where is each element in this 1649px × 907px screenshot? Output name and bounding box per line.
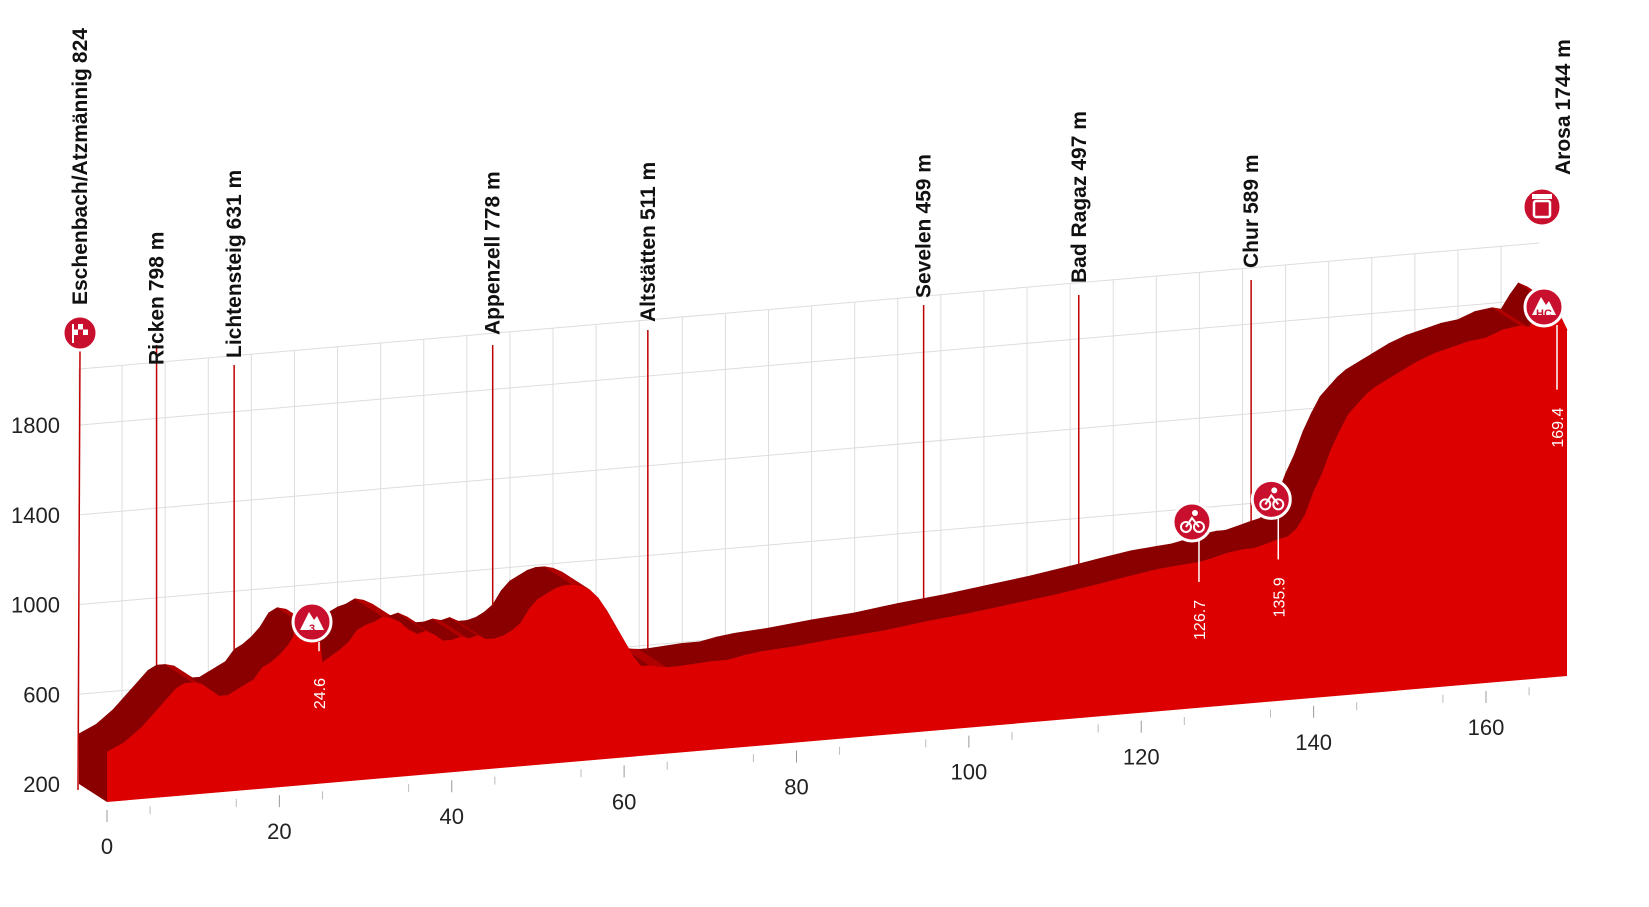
sprint-cyclist-icon <box>1250 478 1292 520</box>
place-label: Ricken 798 m <box>146 232 169 365</box>
x-tick-label: 80 <box>784 774 808 799</box>
marker-km-label: 126.7 <box>1192 600 1209 640</box>
place-name: Altstätten <box>637 225 660 322</box>
x-tick-label: 100 <box>951 760 988 785</box>
elevation-profile <box>78 282 1568 802</box>
axes: 200 600 1000 1400 1800 0 20 40 60 80 100 120 140 160 <box>11 413 1530 859</box>
place-label: Sevelen 459 m <box>913 154 936 298</box>
place-appenzell: Appenzell 778 m <box>482 171 505 605</box>
mountain-category-icon: HC <box>1523 286 1565 328</box>
place-bad-ragaz: Bad Ragaz 497 m <box>1068 111 1091 564</box>
place-name: Chur <box>1240 219 1263 268</box>
y-tick-label: 1000 <box>11 593 60 618</box>
place-name: Eschenbach/Atzmännig <box>69 68 92 305</box>
place-name: Lichtensteig <box>223 234 246 358</box>
place-chur: Chur 589 m <box>1240 154 1263 522</box>
place-name: Bad Ragaz <box>1068 176 1091 283</box>
y-tick-label: 600 <box>23 682 60 707</box>
place-labels: Eschenbach/Atzmännig 824 Ricken 798 m Lichte… <box>69 28 1575 791</box>
place-elevation: 778 m <box>482 171 505 231</box>
sprint-cyclist-icon <box>1171 501 1213 543</box>
place-elevation: 589 m <box>1240 154 1263 214</box>
grid-line-horizontal <box>78 298 1540 426</box>
place-altst-tten: Altstätten 511 m <box>637 162 660 649</box>
place-label: Arosa 1744 m <box>1552 39 1575 175</box>
place-label: Bad Ragaz 497 m <box>1068 111 1091 283</box>
x-tick-label: 60 <box>612 789 636 814</box>
markers: 3 24.6 126.7 135.9 HC 169.4 <box>61 186 1567 709</box>
y-tick-label: 1800 <box>11 413 60 438</box>
place-elevation: 497 m <box>1068 111 1091 171</box>
place-lichtensteig: Lichtensteig 631 m <box>223 170 246 650</box>
place-name: Ricken <box>146 296 169 365</box>
place-name: Arosa <box>1552 115 1575 175</box>
place-elevation: 511 m <box>637 162 660 220</box>
place-elevation: 1744 m <box>1552 39 1575 110</box>
place-label: Chur 589 m <box>1240 154 1263 268</box>
marker-km-label: 169.4 <box>1550 408 1567 448</box>
place-elevation: 459 m <box>913 154 936 214</box>
place-arosa: Arosa 1744 m <box>1552 39 1575 175</box>
start-flag-icon <box>61 314 99 352</box>
place-elevation: 824 <box>69 28 92 63</box>
place-name: Appenzell <box>482 236 505 335</box>
x-tick-label: 20 <box>267 819 291 844</box>
place-label: Appenzell 778 m <box>482 171 505 335</box>
x-tick-label: 0 <box>101 834 113 859</box>
place-sevelen: Sevelen 459 m <box>913 154 936 599</box>
y-tick-label: 1400 <box>11 503 60 528</box>
place-elevation: 798 m <box>146 232 169 292</box>
y-tick-label: 200 <box>23 772 60 797</box>
place-ricken: Ricken 798 m <box>146 232 169 666</box>
place-stem <box>77 349 81 791</box>
place-label: Altstätten 511 m <box>637 162 660 322</box>
place-name: Sevelen <box>913 219 936 298</box>
x-tick-label: 120 <box>1123 745 1160 770</box>
place-label: Eschenbach/Atzmännig 824 <box>69 28 92 305</box>
profile-front-face <box>107 300 1567 802</box>
x-tick-label: 40 <box>440 804 464 829</box>
mountain-category-label: HC <box>1536 308 1552 320</box>
place-elevation: 631 m <box>223 170 246 230</box>
mountain-category-label: 3 <box>309 623 315 635</box>
place-label: Lichtensteig 631 m <box>223 170 246 358</box>
marker-km-label: 135.9 <box>1271 577 1288 617</box>
x-tick-label: 160 <box>1468 715 1505 740</box>
marker-km-label: 24.6 <box>312 678 329 709</box>
grid-line-horizontal <box>78 242 1540 370</box>
grid-line-horizontal <box>78 388 1540 516</box>
finish-line-icon <box>1521 186 1563 228</box>
place-eschenbach-atzm-nnig: Eschenbach/Atzmännig 824 <box>69 28 92 791</box>
profile-side-face <box>79 733 107 802</box>
mountain-category-icon: 3 <box>291 601 333 643</box>
x-tick-label: 140 <box>1295 730 1332 755</box>
